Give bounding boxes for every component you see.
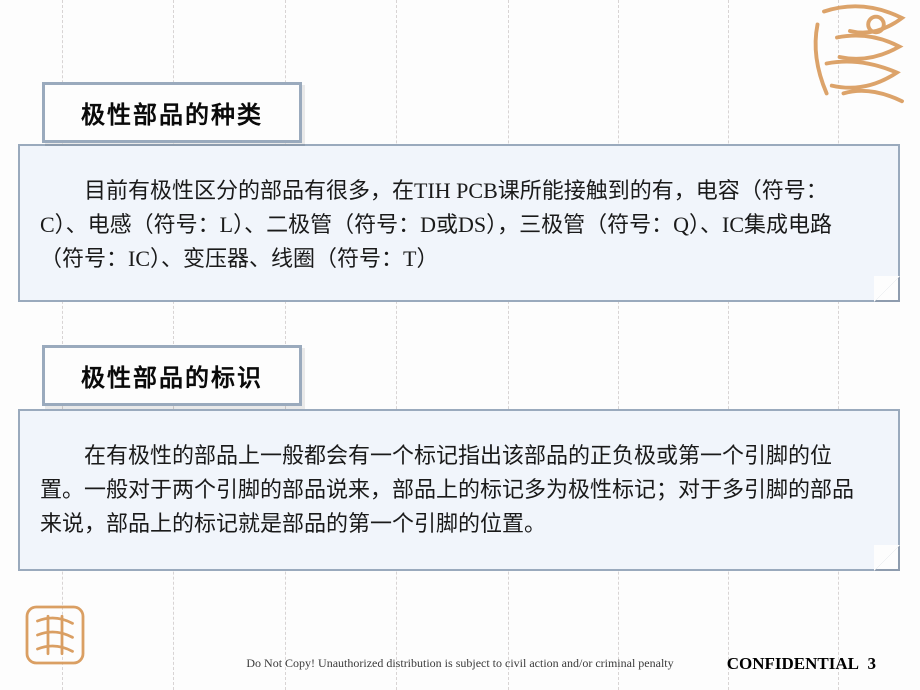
section2-heading-box: 极性部品的标识 [42,345,302,406]
confidential-label: CONFIDENTIAL [727,654,859,673]
section1-heading: 极性部品的种类 [81,103,263,129]
page-number: 3 [868,654,877,673]
section2-panel: 在有极性的部品上一般都会有一个标记指出该部品的正负极或第一个引脚的位置。一般对于… [18,409,900,571]
section2-body: 在有极性的部品上一般都会有一个标记指出该部品的正负极或第一个引脚的位置。一般对于… [40,439,874,541]
section1-body: 目前有极性区分的部品有很多，在TIH PCB课所能接触到的有，电容（符号：C）、… [40,174,874,276]
section1-panel: 目前有极性区分的部品有很多，在TIH PCB课所能接触到的有，电容（符号：C）、… [18,144,900,302]
page-curl-icon [874,276,900,302]
footer-confidential: CONFIDENTIAL 3 [727,654,876,674]
section1-heading-box: 极性部品的种类 [42,82,302,143]
seal-watermark-top-right [798,0,920,122]
footer-notice: Do Not Copy! Unauthorized distribution i… [246,656,673,671]
section2-heading: 极性部品的标识 [81,366,263,392]
page-curl-icon [874,545,900,571]
footer: Do Not Copy! Unauthorized distribution i… [0,654,920,672]
